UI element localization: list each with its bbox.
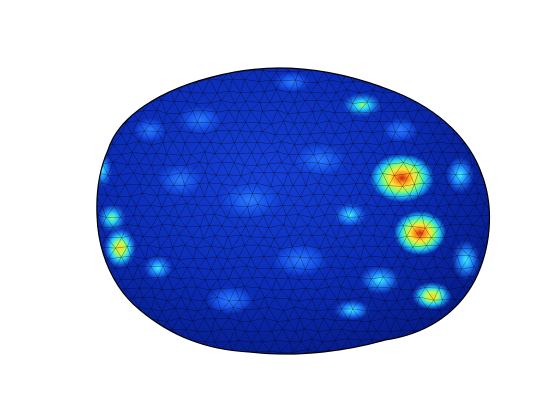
hotspot-cyan-right-edge <box>452 240 480 280</box>
hotspot-yellow-left <box>104 228 136 268</box>
hotspot-blue-9 <box>360 266 400 294</box>
hotspot-blue-11 <box>382 118 418 142</box>
hotspot-blue-7 <box>272 244 328 276</box>
hotspot-cyan-top-right <box>342 93 382 117</box>
hotspot-cyan-lower-left <box>144 256 172 280</box>
hotspot-blue-3 <box>178 106 222 134</box>
hotspot-green-left-upper <box>98 204 126 232</box>
hotspot-blue-12 <box>334 203 366 227</box>
hotspot-cyan-bottom-right <box>412 282 452 310</box>
hotspot-red-lower-right <box>394 211 446 255</box>
hotspot-blue-6 <box>158 164 202 196</box>
surface-outline <box>96 67 491 355</box>
